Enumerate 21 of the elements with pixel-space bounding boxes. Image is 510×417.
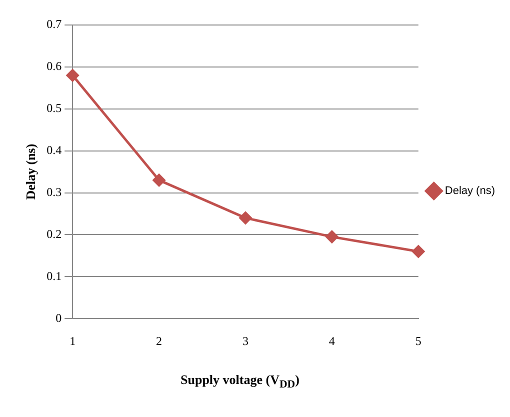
point <box>326 230 338 244</box>
y-tick-label: 0.5 <box>46 101 62 116</box>
y-tick-label: 0.2 <box>46 226 62 241</box>
y-tick-label: 0.7 <box>46 17 62 32</box>
x-axis-title: Supply voltage (V$_{DD}$) <box>180 372 300 391</box>
legend-label: Delay (ns) <box>444 185 495 198</box>
y-tick-label: 0.4 <box>46 142 62 157</box>
y-axis-title: Delay (ns) <box>23 144 38 200</box>
point <box>412 245 425 258</box>
point <box>66 69 79 82</box>
y-tick-label: 0.1 <box>46 268 62 283</box>
y-tick-label: 0.6 <box>46 59 62 74</box>
x-tick-label: 1 <box>70 334 76 348</box>
point <box>152 174 166 186</box>
x-tick-label: 2 <box>156 334 162 348</box>
x-tick-label: 4 <box>328 334 335 348</box>
point <box>239 212 252 224</box>
y-tick-label: 0 <box>56 310 62 325</box>
y-tick-label: 0.3 <box>46 184 62 199</box>
x-tick-label: 5 <box>415 334 422 348</box>
x-tick-label: 3 <box>242 334 248 348</box>
